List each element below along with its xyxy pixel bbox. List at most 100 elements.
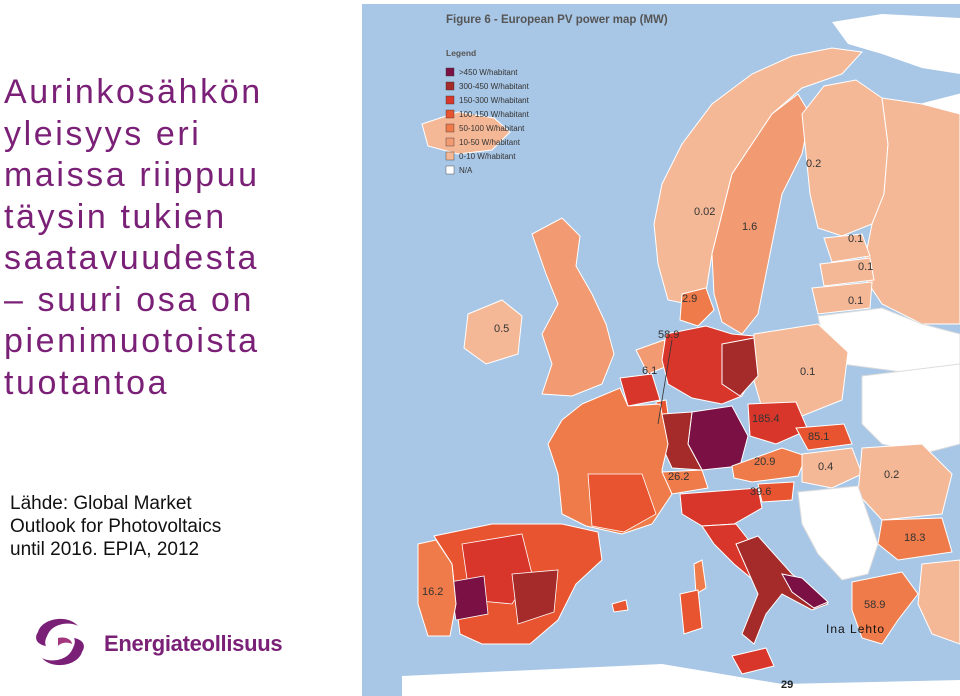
pv-power-map: Figure 6 - European PV power map (MW) Le…: [362, 4, 960, 696]
country-slovenia: [757, 481, 795, 503]
title-line: tuotantoa: [4, 363, 170, 402]
legend-label: 10-50 W/habitant: [459, 138, 521, 147]
country-latvia: [819, 257, 875, 287]
map-value-labels: 0.2 0.02 1.6 0.1 0.1 2.9 0.1 0.5 58.9 6.…: [422, 158, 925, 611]
legend-swatch: [445, 137, 455, 147]
value-label-russia: 0.2: [806, 158, 821, 170]
title-line: maissa riippuu: [4, 156, 260, 194]
country-hungary: [801, 447, 863, 489]
legend-swatch: [445, 109, 455, 119]
country-portugal: [417, 539, 457, 637]
legend-label: N/A: [459, 166, 473, 175]
value-label-lithuania: 0.1: [848, 295, 863, 307]
region-svalbard-na: [832, 14, 960, 74]
legend-item: 50-100 W/habitant: [445, 123, 525, 133]
country-belgium: [619, 373, 661, 407]
logo-mark-icon: [36, 618, 84, 666]
value-label-portugal: 16.2: [422, 586, 443, 598]
value-label-switzerland: 26.2: [668, 471, 689, 483]
legend-swatch: [445, 67, 455, 77]
island-corsica: [693, 559, 707, 595]
value-label-ireland: 0.5: [494, 323, 509, 335]
title-line: Aurinkosähkön: [4, 73, 263, 111]
map-legend: Legend >450 W/habitant 300-450 W/habitan…: [445, 48, 530, 175]
country-germany-east: [721, 337, 759, 397]
value-label-norway: 0.02: [694, 206, 715, 218]
legend-item: 150-300 W/habitant: [445, 95, 530, 105]
country-lithuania: [811, 281, 873, 315]
country-estonia: [823, 233, 871, 263]
value-label-slovenia: 39.6: [750, 486, 771, 498]
value-label-finland: 0.1: [848, 233, 863, 245]
legend-item: >450 W/habitant: [445, 67, 518, 77]
legend-label: 0-10 W/habitant: [459, 152, 516, 161]
legend-item: 10-50 W/habitant: [445, 137, 521, 147]
legend-item: 300-450 W/habitant: [445, 81, 530, 91]
title-line: yleisyys eri: [4, 114, 202, 153]
country-iceland: [421, 111, 511, 155]
country-sweden: [711, 93, 811, 335]
logo-text: Energiateollisuus: [104, 631, 283, 656]
region-balkans-na: [797, 485, 879, 581]
title-line: täysin tukien: [4, 197, 227, 236]
source-line: Lähde: Global Market: [10, 493, 192, 514]
island-sardinia: [679, 589, 703, 635]
legend-label: 150-300 W/habitant: [459, 96, 530, 105]
source-line: Outlook for Photovoltaics: [10, 516, 222, 537]
country-uk: [531, 217, 615, 397]
map-figure-title: Figure 6 - European PV power map (MW): [446, 14, 668, 26]
value-label-poland: 0.1: [800, 366, 815, 378]
country-france-south: [587, 473, 657, 533]
legend-label: 300-450 W/habitant: [459, 82, 530, 91]
value-label-hungary: 0.4: [818, 461, 833, 473]
value-label-bulgaria: 18.3: [904, 532, 925, 544]
country-bulgaria: [877, 517, 953, 561]
country-spain-castilla: [511, 569, 559, 625]
country-greece: [851, 571, 919, 645]
value-label-austria: 20.9: [754, 456, 775, 468]
value-label-czech: 185.4: [752, 413, 780, 425]
country-slovakia: [795, 423, 853, 451]
slide-title: Aurinkosähkön yleisyys eri maissa riippu…: [4, 72, 354, 404]
island-sicily: [731, 647, 775, 675]
country-czech-republic: [747, 401, 809, 445]
island-balearic: [611, 599, 629, 613]
value-label-sweden: 1.6: [742, 221, 757, 233]
country-italy-puglia: [781, 573, 829, 609]
legend-title: Legend: [446, 48, 476, 58]
country-switzerland: [661, 469, 709, 495]
country-ireland: [463, 299, 523, 365]
legend-swatch: [445, 81, 455, 91]
country-turkey: [917, 559, 960, 645]
title-line: – suuri osa on: [4, 280, 254, 319]
value-label-denmark: 2.9: [682, 293, 697, 305]
source-line: until 2016. EPIA, 2012: [10, 539, 200, 560]
legend-swatch: [445, 165, 455, 175]
author-name: Ina Lehto: [826, 622, 886, 636]
country-italy-south: [735, 535, 829, 645]
legend-item: 0-10 W/habitant: [445, 151, 516, 161]
legend-label: >450 W/habitant: [459, 68, 518, 77]
title-line: saatavuudesta: [4, 239, 259, 277]
value-label-slovakia: 85.1: [808, 431, 829, 443]
country-austria: [731, 447, 807, 483]
title-line: pienimuotoista: [4, 322, 260, 360]
region-north-africa-na: [402, 664, 960, 696]
value-label-romania: 0.2: [884, 469, 899, 481]
value-label-belgium: 6.1: [642, 365, 657, 377]
value-label-estonia: 0.1: [858, 261, 873, 273]
country-denmark: [679, 287, 715, 327]
country-russia: [861, 97, 960, 325]
legend-label: 100-150 W/habitant: [459, 110, 530, 119]
energiateollisuus-logo: Energiateollisuus: [28, 614, 283, 670]
source-citation: Lähde: Global Market Outlook for Photovo…: [10, 492, 350, 561]
legend-swatch: [445, 95, 455, 105]
value-label-greece: 58.9: [864, 599, 885, 611]
value-label-germany-leader: 58.9: [658, 329, 679, 341]
legend-item: 100-150 W/habitant: [445, 109, 530, 119]
label-leader-line: [657, 339, 673, 425]
legend-swatch: [445, 123, 455, 133]
legend-label: 50-100 W/habitant: [459, 124, 525, 133]
legend-swatch: [445, 151, 455, 161]
legend-item: N/A: [445, 165, 473, 175]
